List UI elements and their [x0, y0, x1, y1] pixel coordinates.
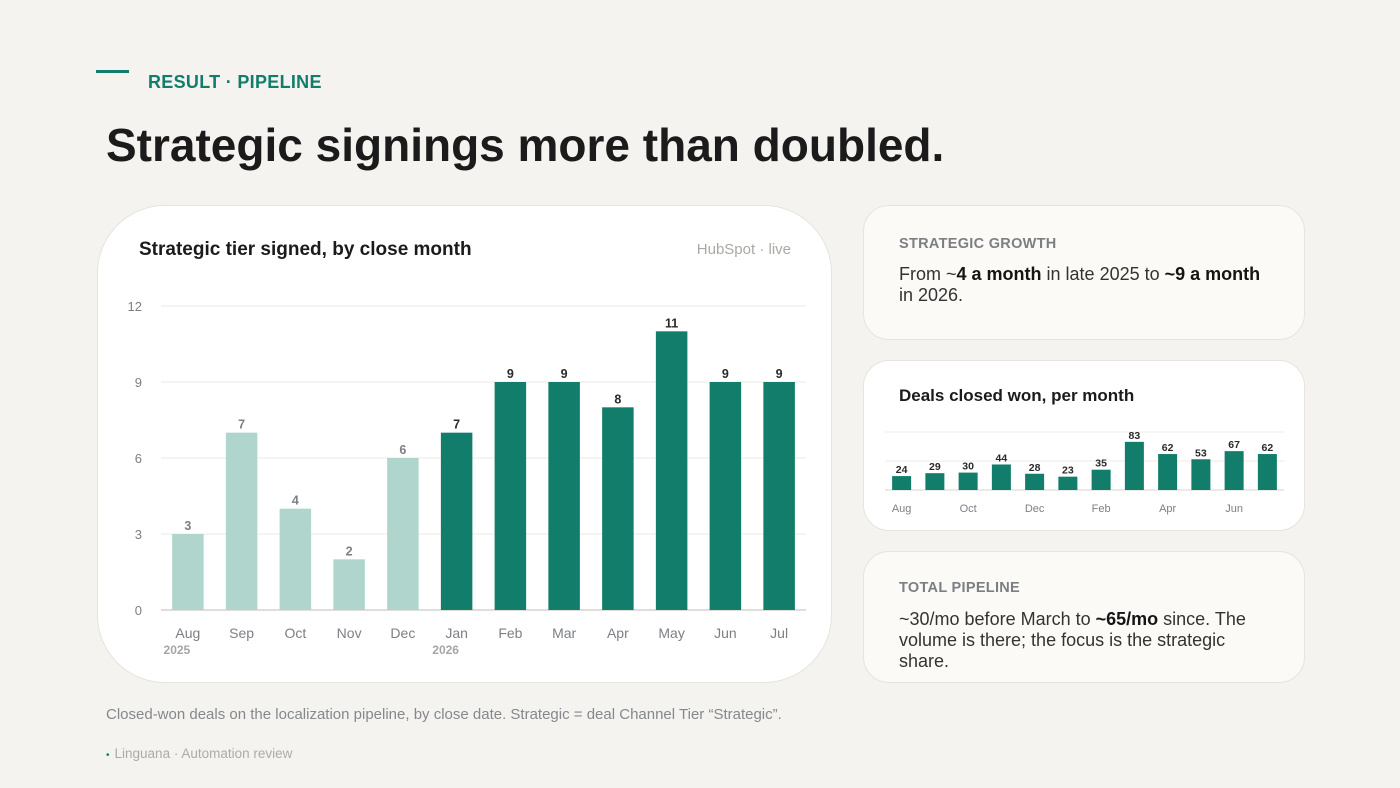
bar [991, 464, 1011, 490]
bar-value-label: 53 [1195, 447, 1207, 459]
bar [602, 407, 634, 610]
main-chart-card: 0 3 6 9 12 3 Aug 2025 7 Sep 4 Oct 2 Nov 6 Dec 7 Jan 2026 9 F… [97, 205, 832, 683]
strategic-growth-label: STRATEGIC GROWTH [899, 236, 1057, 252]
bar [172, 534, 204, 610]
y-tick-label: 6 [135, 451, 142, 466]
bar-value-label: 4 [292, 494, 299, 508]
x-tick-label: Oct [284, 625, 306, 641]
x-tick-label: Feb [1092, 503, 1111, 515]
x-tick-label: Aug [175, 625, 200, 641]
bar [655, 331, 688, 610]
bar-value-label: 7 [453, 418, 460, 432]
bar-value-label: 24 [896, 464, 908, 476]
deals-closed-card: 24 Aug 29 30 Oct 44 28 Dec 23 35 Feb 83 62 Apr 53 67 Jun… [863, 360, 1305, 531]
footer: • Linguana · Automation review [106, 746, 292, 761]
data-source: HubSpot · live [696, 241, 791, 258]
accent-line [96, 70, 129, 73]
x-tick-label: Nov [337, 625, 362, 641]
x-tick-label: Apr [1159, 503, 1176, 515]
page-title: Strategic signings more than doubled. [106, 119, 945, 171]
total-pipeline-label: TOTAL PIPELINE [899, 580, 1021, 596]
bar-value-label: 44 [996, 452, 1008, 464]
bar [1025, 473, 1045, 490]
total-pipeline-card: TOTAL PIPELINE ~30/mo before March to ~6… [863, 551, 1305, 683]
y-tick-label: 0 [135, 603, 142, 618]
x-tick-label: Sep [229, 625, 254, 641]
bar [892, 476, 912, 490]
bar [1058, 476, 1078, 490]
deals-chart-title: Deals closed won, per month [899, 386, 1135, 405]
bar [1191, 459, 1211, 490]
bar [958, 472, 978, 490]
total-pipeline-text: ~30/mo before March to ~65/mo since. The… [899, 609, 1246, 671]
bar [763, 382, 795, 610]
bar-value-label: 28 [1029, 462, 1041, 474]
x-tick-label: Jul [770, 625, 788, 641]
bar [225, 432, 258, 610]
x-tick-label: Oct [960, 503, 977, 515]
bar [1257, 454, 1277, 490]
main-chart-title: Strategic tier signed, by close month [139, 239, 472, 260]
bar-value-label: 83 [1129, 430, 1141, 442]
bar [333, 559, 365, 610]
x-tick-label: Aug [892, 503, 912, 515]
bar-value-label: 6 [399, 443, 406, 457]
bar-value-label: 9 [561, 367, 568, 381]
bar [1124, 441, 1144, 490]
bar [1158, 454, 1178, 490]
year-label: 2025 [164, 643, 191, 657]
y-tick-label: 3 [135, 527, 142, 542]
year-label: 2026 [432, 643, 459, 657]
bar [387, 458, 419, 610]
x-tick-label: Dec [1025, 503, 1045, 515]
bar-value-label: 62 [1162, 442, 1174, 454]
x-tick-label: Apr [607, 625, 629, 641]
bar-value-label: 9 [722, 367, 729, 381]
bar-value-label: 9 [776, 367, 783, 381]
x-tick-label: Jun [714, 625, 737, 641]
bar-value-label: 30 [962, 461, 974, 473]
x-tick-label: May [658, 625, 684, 641]
bar [440, 432, 473, 610]
bar-value-label: 2 [346, 544, 353, 558]
bar [548, 382, 580, 610]
bar [279, 508, 312, 610]
x-tick-label: Jan [445, 625, 468, 641]
strategic-growth-card: STRATEGIC GROWTH From ~4 a month in late… [863, 205, 1305, 340]
bar-value-label: 11 [665, 316, 678, 330]
eyebrow: RESULT · PIPELINE [148, 72, 322, 92]
bar-value-label: 29 [929, 461, 941, 473]
bar-value-label: 7 [238, 418, 245, 432]
bar [709, 382, 742, 610]
bar-value-label: 67 [1228, 439, 1240, 451]
deals-bar-chart: 24 Aug 29 30 Oct 44 28 Dec 23 35 Feb 83 62 Apr 53 67 Jun… [885, 430, 1284, 515]
strategic-bar-chart: 0 3 6 9 12 3 Aug 2025 7 Sep 4 Oct 2 Nov 6 Dec 7 Jan 2026 9 F… [128, 299, 806, 657]
bar-value-label: 8 [614, 392, 621, 406]
x-tick-label: Jun [1225, 503, 1243, 515]
x-tick-label: Mar [552, 625, 576, 641]
bar-value-label: 9 [507, 367, 514, 381]
x-tick-label: Dec [390, 625, 415, 641]
strategic-growth-text: From ~4 a month in late 2025 to ~9 a mon… [899, 264, 1261, 305]
y-tick-label: 9 [135, 375, 142, 390]
bar [494, 382, 527, 610]
bar-value-label: 3 [184, 519, 191, 533]
y-tick-label: 12 [128, 299, 142, 314]
bar [925, 473, 945, 490]
bar-value-label: 35 [1095, 458, 1107, 470]
footer-text: Linguana · Automation review [114, 746, 293, 761]
bar-value-label: 62 [1262, 442, 1274, 454]
chart-caption: Closed-won deals on the localization pip… [106, 706, 782, 723]
x-tick-label: Feb [498, 625, 522, 641]
footer-dot: • [106, 750, 110, 761]
bar [1224, 451, 1244, 490]
bar [1091, 469, 1111, 490]
bar-value-label: 23 [1062, 465, 1074, 477]
